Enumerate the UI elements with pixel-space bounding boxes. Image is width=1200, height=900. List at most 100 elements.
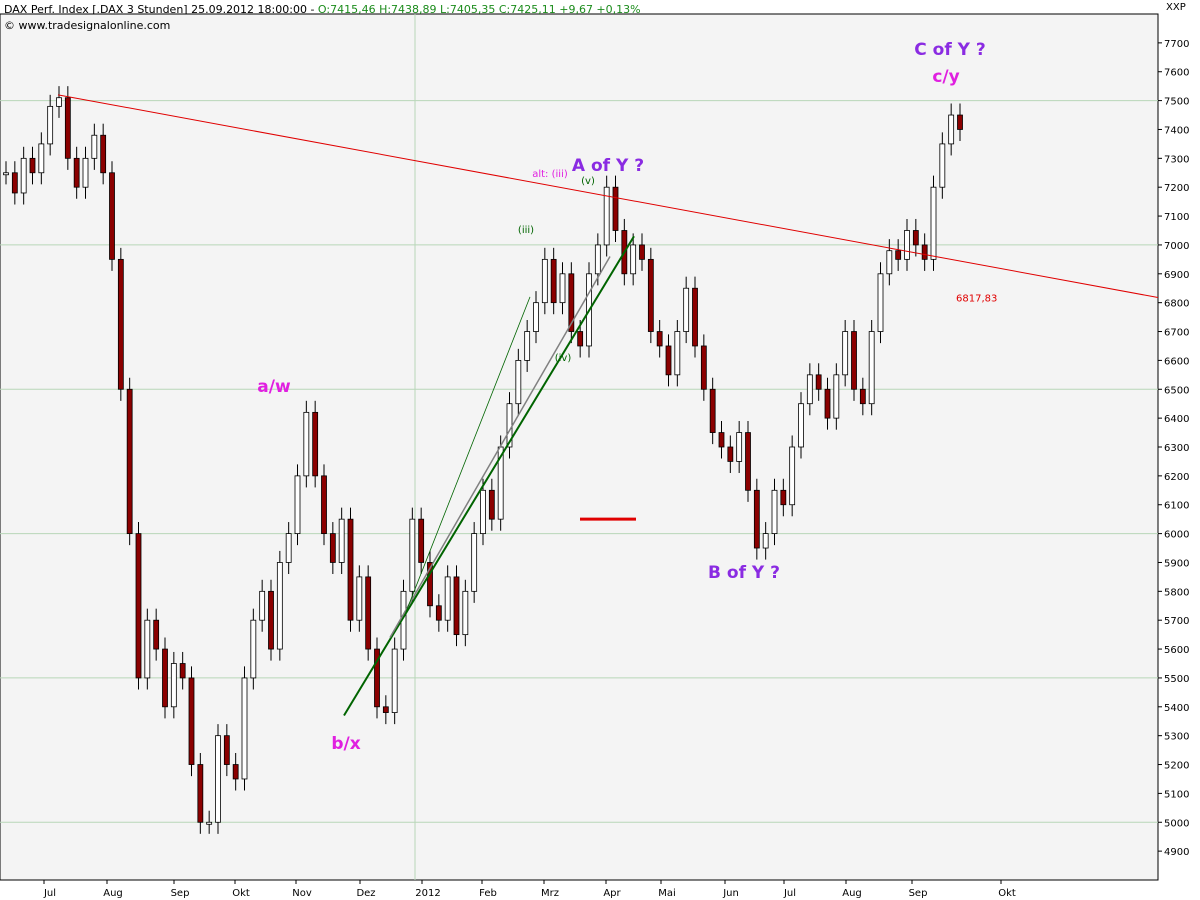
candle-body <box>347 518 354 621</box>
candle-body <box>833 374 840 419</box>
candle-body <box>603 186 610 246</box>
candle-body <box>356 576 363 621</box>
candle-body <box>241 677 248 780</box>
candle-body <box>250 619 257 679</box>
y-tick-label: 6200 <box>1164 472 1189 483</box>
x-tick-label: Aug <box>103 888 123 899</box>
wave-annotation: (v) <box>581 176 595 187</box>
y-tick-label: 6800 <box>1164 299 1189 310</box>
candle-body <box>851 331 857 390</box>
y-tick-label: 7100 <box>1164 212 1189 223</box>
candle-body <box>718 432 725 448</box>
candle-body <box>259 590 266 621</box>
y-tick-label: 5200 <box>1164 761 1189 772</box>
candle-body <box>550 258 557 304</box>
candle-body <box>842 331 849 376</box>
candle-body <box>179 663 186 679</box>
y-tick-label: 6100 <box>1164 501 1189 512</box>
candle-body <box>109 172 115 260</box>
y-tick-label: 5900 <box>1164 558 1189 569</box>
candle-body <box>117 258 124 390</box>
x-tick-label: Jun <box>722 888 739 899</box>
candle-body <box>868 331 875 405</box>
candle-body <box>20 157 27 194</box>
candle-body <box>859 388 866 405</box>
x-tick-label: Sep <box>171 888 190 899</box>
candle-body <box>692 287 698 347</box>
candle-body <box>577 331 584 347</box>
candle-body <box>82 157 89 188</box>
candle-body <box>895 250 902 260</box>
candle-body <box>533 302 539 332</box>
candle-body <box>435 605 442 621</box>
wave-annotation: (iv) <box>555 353 572 364</box>
y-tick-label: 4900 <box>1164 847 1189 858</box>
candle-body <box>594 244 601 275</box>
candle-body <box>427 562 433 607</box>
x-tick-label: Sep <box>909 888 928 899</box>
candle-body <box>365 576 372 650</box>
candle-body <box>215 735 221 823</box>
candle-body <box>126 388 133 534</box>
candle-body <box>294 475 301 535</box>
candle-body <box>665 345 672 376</box>
candle-body <box>418 518 425 563</box>
reference-value-label: 6817,83 <box>956 294 997 305</box>
candle-body <box>939 143 946 188</box>
candle-body <box>806 374 813 405</box>
y-tick-label: 6900 <box>1164 270 1189 281</box>
candle-body <box>612 186 619 231</box>
plot-area <box>0 13 1159 881</box>
candle-body <box>824 388 831 419</box>
candle-body <box>488 489 495 520</box>
candle-body <box>568 273 575 332</box>
x-tick-label: Nov <box>292 888 312 899</box>
x-tick-label: Jul <box>783 888 796 899</box>
green-trendline <box>343 235 635 716</box>
candle-body <box>391 648 398 713</box>
wave-annotation: B of Y ? <box>708 563 780 583</box>
candle-body <box>524 331 531 361</box>
candle-body <box>47 105 54 145</box>
candle-body <box>188 677 195 765</box>
candle-body <box>91 134 98 159</box>
ohlc-readout: O:7415,46 H:7438,89 L:7405,35 C:7425,11 … <box>317 3 641 16</box>
candle-body <box>29 157 36 174</box>
y-tick-label: 5600 <box>1164 645 1189 656</box>
y-tick-label: 7700 <box>1164 39 1189 50</box>
candle-body <box>329 533 336 563</box>
candle-body <box>674 331 681 376</box>
symbol-label: XXP <box>1166 2 1186 13</box>
candle-body <box>11 172 18 194</box>
candle-body <box>135 533 142 679</box>
candle-body <box>647 258 654 332</box>
candle-body <box>798 403 804 448</box>
candle-body <box>771 489 778 534</box>
candle-body <box>232 764 239 780</box>
wave-annotation: a/w <box>257 377 291 397</box>
y-tick-label: 6400 <box>1164 414 1189 425</box>
candle-body <box>100 134 107 174</box>
x-tick-label: Jul <box>43 888 56 899</box>
candle-body <box>930 186 937 260</box>
candle-body <box>753 489 760 549</box>
candle-body <box>877 273 884 332</box>
candle-body <box>73 157 80 188</box>
candle-body <box>206 821 213 825</box>
candle-body <box>462 590 469 636</box>
candle-body <box>727 446 734 462</box>
y-tick-label: 6000 <box>1164 530 1189 541</box>
y-tick-label: 5800 <box>1164 587 1189 598</box>
y-tick-label: 5100 <box>1164 789 1189 800</box>
y-tick-label: 5400 <box>1164 703 1189 714</box>
candle-body <box>338 518 345 563</box>
candle-body <box>709 388 716 433</box>
candle-body <box>789 446 796 506</box>
y-tick-label: 7600 <box>1164 68 1189 79</box>
x-tick-label: Mrz <box>541 888 559 899</box>
candle-body <box>630 244 637 275</box>
candle-body <box>957 114 963 130</box>
candle-body <box>656 331 663 347</box>
